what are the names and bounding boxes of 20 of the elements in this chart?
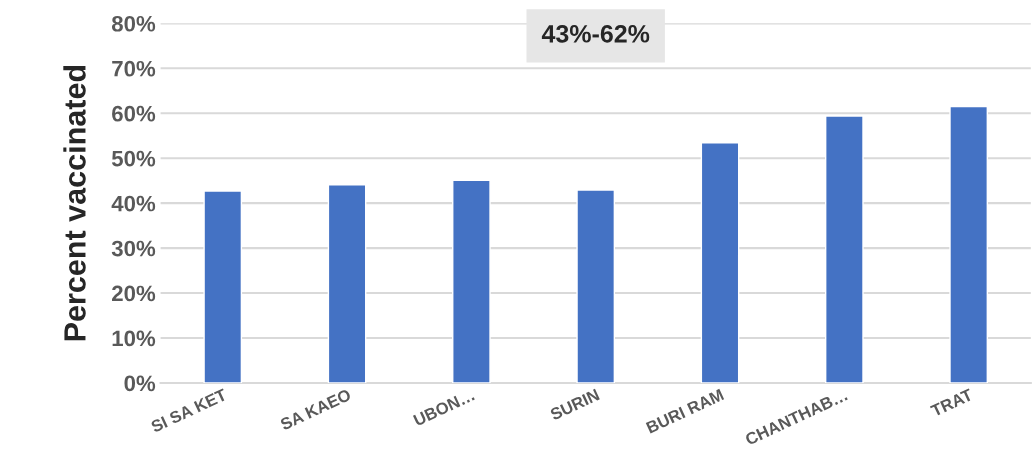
annotation: 43%-62% [541, 24, 650, 43]
bar [327, 184, 367, 383]
bar [700, 142, 740, 383]
bar [452, 179, 491, 383]
y-tick-label: 30% [111, 240, 156, 257]
y-axis-title: Percent vaccinated [63, 65, 86, 341]
y-tick-label: 60% [112, 105, 156, 122]
y-tick-label: 50% [111, 150, 156, 167]
y-tick-label: 0% [124, 375, 156, 392]
x-tick-label: TRAT [929, 388, 974, 417]
x-tick-label: BURI RAM [645, 388, 725, 434]
bar [949, 105, 989, 383]
y-tick-label: 70% [112, 60, 156, 77]
y-tick-label: 20% [112, 285, 156, 302]
bar [824, 115, 864, 383]
y-tick-label: 40% [111, 195, 156, 212]
y-tick-label: 80% [111, 15, 156, 32]
y-tick-label: 10% [112, 330, 156, 347]
bar [576, 189, 616, 383]
bar [203, 190, 243, 383]
